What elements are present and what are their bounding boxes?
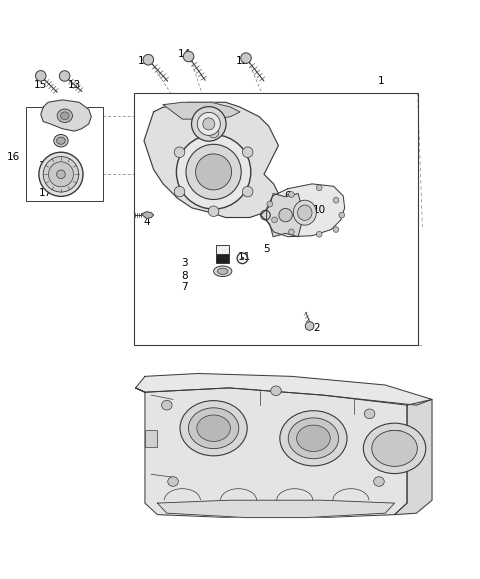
Ellipse shape (186, 144, 241, 200)
Ellipse shape (364, 409, 375, 419)
Ellipse shape (316, 232, 322, 237)
Ellipse shape (242, 186, 253, 197)
Ellipse shape (242, 147, 253, 157)
Ellipse shape (161, 401, 172, 410)
Bar (216, 254, 229, 263)
Polygon shape (135, 373, 432, 405)
Bar (145, 430, 157, 447)
Ellipse shape (60, 71, 70, 81)
Ellipse shape (316, 185, 322, 190)
Text: 5: 5 (263, 244, 270, 254)
Text: 15: 15 (34, 80, 48, 90)
Ellipse shape (174, 186, 185, 197)
Ellipse shape (298, 205, 312, 221)
Ellipse shape (288, 192, 294, 197)
Polygon shape (144, 102, 278, 218)
Text: 7: 7 (181, 282, 188, 292)
Polygon shape (135, 388, 407, 518)
Ellipse shape (39, 152, 83, 196)
Text: 10: 10 (312, 206, 326, 215)
Ellipse shape (168, 477, 179, 486)
Ellipse shape (271, 386, 281, 395)
Text: 16: 16 (7, 152, 20, 163)
Ellipse shape (174, 147, 185, 157)
Ellipse shape (180, 401, 247, 456)
Text: 17: 17 (39, 189, 52, 199)
Text: 12: 12 (236, 57, 249, 67)
Text: 13: 13 (68, 80, 81, 90)
Text: 2: 2 (313, 323, 320, 333)
Polygon shape (266, 184, 345, 237)
Ellipse shape (57, 109, 72, 123)
Ellipse shape (240, 53, 251, 63)
Ellipse shape (176, 135, 251, 209)
Ellipse shape (280, 411, 347, 466)
Bar (26, 107, 103, 201)
Ellipse shape (143, 54, 154, 65)
Ellipse shape (57, 137, 65, 144)
Ellipse shape (333, 226, 339, 232)
Ellipse shape (217, 268, 228, 274)
Text: 12: 12 (137, 57, 151, 67)
Polygon shape (395, 400, 432, 515)
Ellipse shape (208, 127, 219, 138)
Ellipse shape (57, 170, 65, 178)
Polygon shape (261, 193, 311, 237)
Ellipse shape (279, 208, 292, 222)
Text: 1: 1 (378, 76, 385, 86)
Bar (216, 245, 229, 254)
Text: 9: 9 (205, 137, 212, 146)
Ellipse shape (288, 418, 339, 459)
Ellipse shape (183, 51, 194, 62)
Ellipse shape (188, 408, 239, 449)
Ellipse shape (197, 112, 220, 135)
Polygon shape (41, 100, 91, 131)
Ellipse shape (272, 217, 277, 223)
Ellipse shape (372, 430, 418, 466)
Ellipse shape (48, 162, 73, 187)
Ellipse shape (373, 477, 384, 486)
Ellipse shape (363, 423, 426, 474)
Ellipse shape (267, 201, 273, 207)
Text: 6: 6 (285, 191, 291, 201)
Ellipse shape (36, 71, 46, 81)
Text: 14: 14 (178, 49, 192, 59)
Ellipse shape (54, 134, 68, 147)
Text: 11: 11 (238, 252, 252, 262)
Polygon shape (157, 500, 395, 518)
Polygon shape (142, 212, 154, 218)
Polygon shape (163, 102, 240, 119)
Ellipse shape (333, 197, 339, 203)
Text: 3: 3 (181, 258, 188, 268)
Bar (134, 93, 418, 345)
Text: 4: 4 (143, 217, 150, 228)
Ellipse shape (293, 200, 316, 225)
Ellipse shape (297, 425, 330, 452)
Ellipse shape (196, 154, 232, 190)
Bar (389, 430, 400, 447)
Text: 8: 8 (181, 271, 188, 281)
Ellipse shape (214, 266, 232, 277)
Ellipse shape (192, 107, 226, 141)
Ellipse shape (305, 322, 314, 330)
Ellipse shape (60, 112, 69, 120)
Ellipse shape (197, 415, 230, 441)
Ellipse shape (208, 206, 219, 217)
Ellipse shape (339, 212, 345, 218)
Text: 18: 18 (39, 160, 52, 171)
Ellipse shape (288, 229, 294, 234)
Ellipse shape (43, 156, 79, 192)
Ellipse shape (203, 118, 215, 130)
